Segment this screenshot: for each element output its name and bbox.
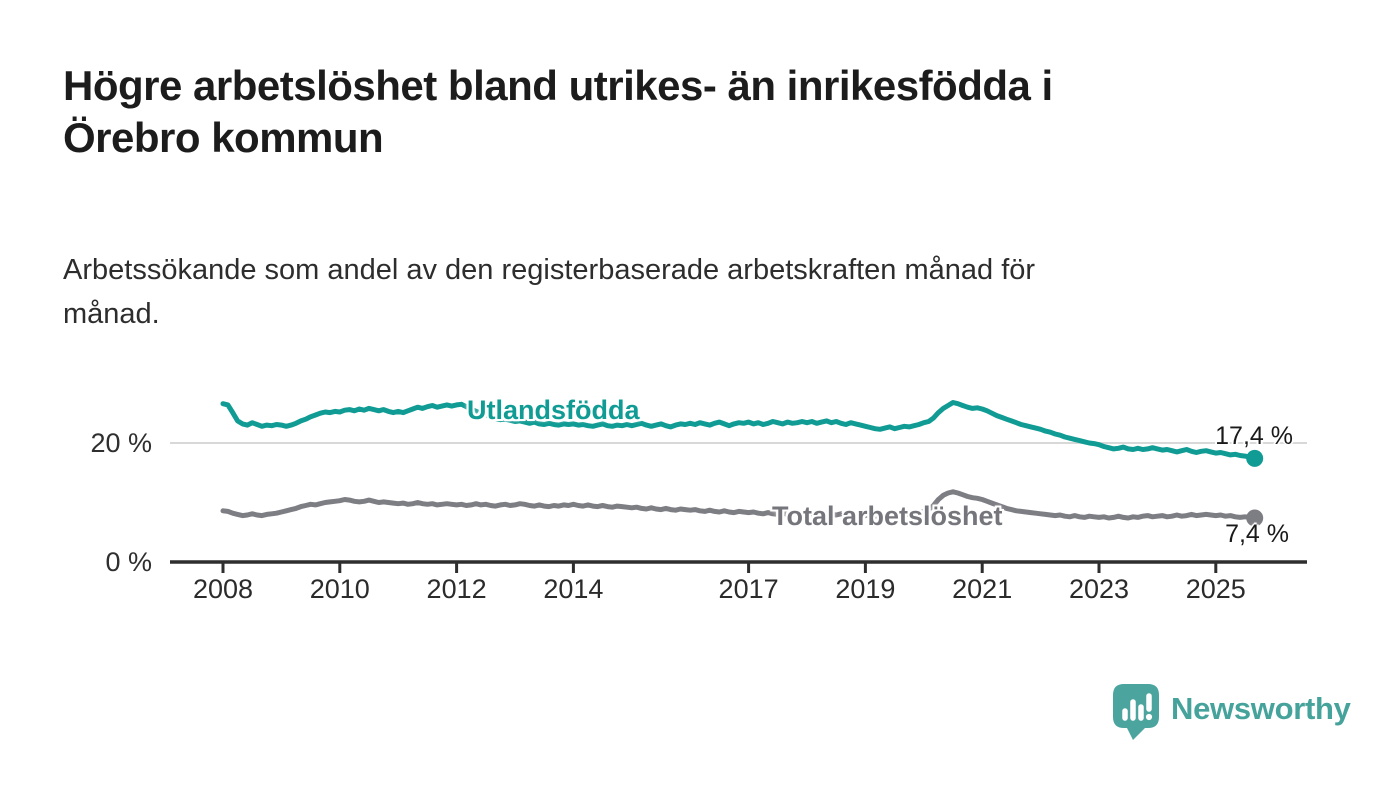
speech-bubble-shape <box>1113 684 1159 740</box>
chart-subtitle: Arbetssökande som andel av den registerb… <box>63 248 1273 336</box>
x-tick-label-2023: 2023 <box>1068 574 1130 604</box>
page-title: Högre arbetslöshet bland utrikes- än inr… <box>63 60 1273 164</box>
bar-chart-glyph <box>1122 693 1152 721</box>
newsworthy-logo: Newsworthy <box>1112 684 1351 740</box>
x-tick-label-2019: 2019 <box>835 574 896 604</box>
series-label-utlandsfodda: Utlandsfödda <box>467 395 640 425</box>
page-title-line-1: Högre arbetslöshet bland utrikes- än inr… <box>63 62 1053 109</box>
x-tick-label-2014: 2014 <box>543 574 604 604</box>
x-tick-label-2012: 2012 <box>426 574 487 604</box>
series-end-dot-total-arbetsloshet <box>1246 509 1264 527</box>
x-tick-label-2025: 2025 <box>1185 574 1246 604</box>
x-tick-label-2017: 2017 <box>718 574 779 604</box>
x-tick-label-2008: 2008 <box>192 574 254 604</box>
series-line-utlandsfodda <box>220 400 1258 461</box>
x-tick-label-2010: 2010 <box>309 574 370 604</box>
y-axis-label-20: 20 % <box>90 428 152 458</box>
series-line-total-arbetsloshet <box>220 489 1258 521</box>
end-value-label-utlandsfodda: 17,4 % <box>1215 422 1293 450</box>
exclamation-dot <box>1145 713 1153 721</box>
page-title-line-2: Örebro kommun <box>63 114 384 161</box>
chart-subtitle-line-1: Arbetssökande som andel av den registerb… <box>63 254 1036 286</box>
chart-subtitle-line-2: månad. <box>63 298 160 330</box>
series-end-dot-utlandsfodda <box>1246 449 1264 467</box>
y-axis-label-0: 0 % <box>105 547 152 577</box>
series-label-total-arbetsloshet: Total arbetslöshet <box>772 501 1003 531</box>
newsworthy-logo-text: Newsworthy <box>1171 691 1351 726</box>
newsworthy-logo-icon <box>1113 684 1159 740</box>
end-value-label-total: 7,4 % <box>1225 520 1289 548</box>
x-tick-label-2021: 2021 <box>952 574 1013 604</box>
